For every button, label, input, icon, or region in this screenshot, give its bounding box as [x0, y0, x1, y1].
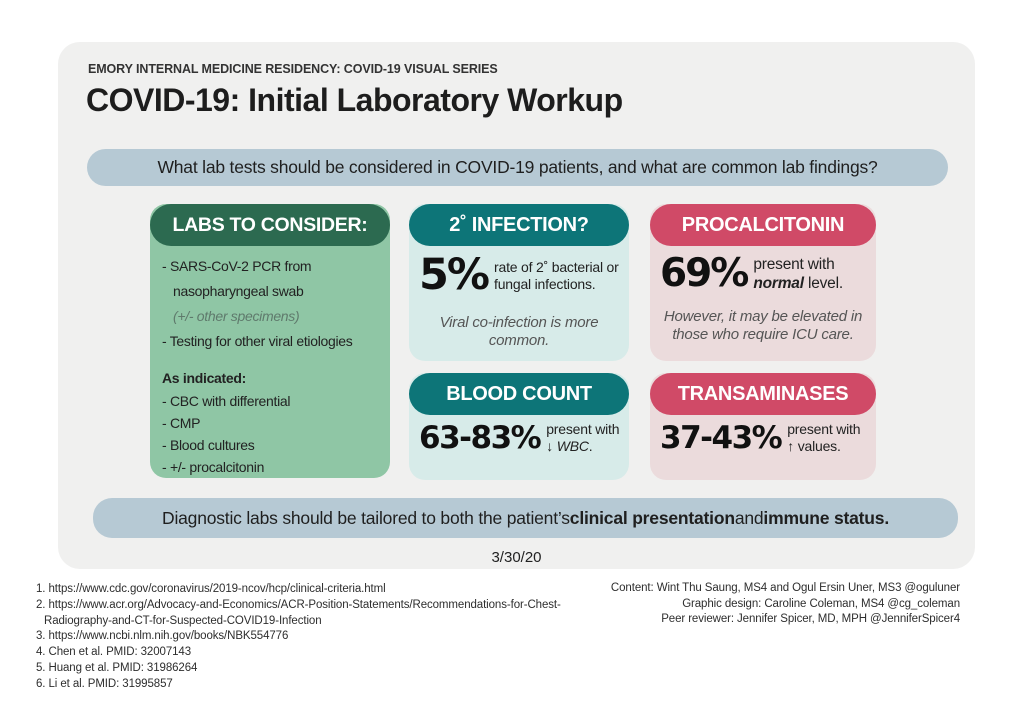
labs-panel-title: LABS TO CONSIDER: [150, 204, 390, 246]
page-title: COVID-19: Initial Laboratory Workup [86, 82, 623, 118]
blood-count-card: BLOOD COUNT 63-83% present with ↓ WBC. [409, 373, 629, 480]
reference-item: 4. Chen et al. PMID: 32007143 [36, 646, 192, 659]
stat-value: 37-43% [660, 419, 783, 456]
reference-item: 6. Li et al. PMID: 31995857 [36, 677, 173, 690]
stat-description: present with normal level. [753, 255, 843, 293]
lab-item: - +/- procalcitonin [162, 459, 265, 475]
lab-item: - Testing for other viral etiologies [162, 333, 353, 349]
stat-desc-line: ↑ values. [787, 438, 841, 454]
blood-count-stat-row: 63-83% present with ↓ WBC. [419, 421, 623, 455]
stat-desc-emphasis: WBC [556, 438, 589, 454]
lab-item: - Blood cultures [162, 437, 255, 453]
conclusion-bold: immune status. [763, 507, 889, 528]
reference-item: 2. https://www.acr.org/Advocacy-and-Econ… [36, 598, 561, 627]
series-label: EMORY INTERNAL MEDICINE RESIDENCY: COVID… [88, 62, 498, 76]
infographic-card: EMORY INTERNAL MEDICINE RESIDENCY: COVID… [58, 42, 975, 569]
stat-desc-line: ↓ WBC. [546, 438, 619, 455]
conclusion-text: and [734, 507, 764, 528]
secondary-infection-note: Viral co-infection is more common. [439, 314, 599, 349]
transaminases-card: TRANSAMINASES 37-43% present with ↑ value… [650, 373, 876, 480]
down-arrow-glyph: ↓ [546, 438, 557, 454]
procalcitonin-stat-row: 69% present with normal level. [660, 254, 870, 293]
stat-desc-line: present with [546, 421, 620, 437]
stat-desc-emphasis: normal [753, 274, 804, 292]
secondary-infection-title: 2˚ INFECTION? [409, 204, 629, 246]
references-list: 1. https://www.cdc.gov/coronavirus/2019-… [36, 582, 581, 693]
credits-list: Content: Wint Thu Saung, MS4 and Ogul Er… [580, 581, 960, 628]
as-indicated-label: As indicated: [162, 370, 247, 386]
stat-desc-line: normal level. [753, 274, 843, 293]
lab-item: - CMP [162, 415, 201, 431]
stat-value: 5% [419, 250, 490, 300]
question-banner: What lab tests should be considered in C… [87, 149, 948, 186]
reference-item: 3. https://www.ncbi.nlm.nih.gov/books/NB… [36, 630, 289, 643]
credit-item: Content: Wint Thu Saung, MS4 and Ogul Er… [610, 582, 960, 594]
stat-description: present with ↓ WBC. [546, 421, 619, 455]
stat-value: 63-83% [419, 419, 542, 456]
reference-item: 5. Huang et al. PMID: 31986264 [36, 661, 198, 674]
labs-panel-body: - SARS-CoV-2 PCR from nasopharyngeal swa… [162, 254, 386, 478]
lab-item: nasopharyngeal swab [173, 283, 304, 299]
procalcitonin-title: PROCALCITONIN [650, 204, 876, 246]
secondary-infection-card: 2˚ INFECTION? 5% rate of 2˚ bacterial or… [409, 204, 629, 361]
stat-desc-line: present with [787, 421, 861, 437]
blood-count-title: BLOOD COUNT [409, 373, 629, 415]
date-label: 3/30/20 [491, 549, 542, 566]
lab-item-note: (+/- other specimens) [173, 308, 300, 324]
stat-desc-tail: . [588, 438, 593, 454]
credit-item: Peer reviewer: Jennifer Spicer, MD, MPH … [661, 613, 960, 625]
transaminases-stat-row: 37-43% present with ↑ values. [660, 421, 870, 455]
stat-value: 69% [660, 251, 749, 296]
stat-desc-line: present with [753, 255, 835, 273]
credit-item: Graphic design: Caroline Coleman, MS4 @c… [682, 597, 960, 610]
stat-desc-tail: level. [803, 274, 843, 292]
procalcitonin-note: However, it may be elevated in those who… [663, 308, 863, 343]
stat-description: present with ↑ values. [787, 421, 860, 455]
labs-to-consider-panel: LABS TO CONSIDER: - SARS-CoV-2 PCR from … [150, 204, 390, 478]
transaminases-title: TRANSAMINASES [650, 373, 876, 415]
conclusion-banner: Diagnostic labs should be tailored to bo… [93, 498, 958, 538]
procalcitonin-card: PROCALCITONIN 69% present with normal lev… [650, 204, 876, 361]
conclusion-bold: clinical presentation [569, 507, 735, 528]
secondary-infection-stat-row: 5% rate of 2˚ bacterial or fungal infect… [419, 254, 623, 297]
conclusion-text: Diagnostic labs should be tailored to bo… [162, 507, 570, 528]
lab-item: - SARS-CoV-2 PCR from [162, 258, 312, 274]
lab-item: - CBC with differential [162, 393, 291, 409]
reference-item: 1. https://www.cdc.gov/coronavirus/2019-… [36, 583, 386, 595]
stat-description: rate of 2˚ bacterial or fungal infection… [494, 258, 619, 292]
